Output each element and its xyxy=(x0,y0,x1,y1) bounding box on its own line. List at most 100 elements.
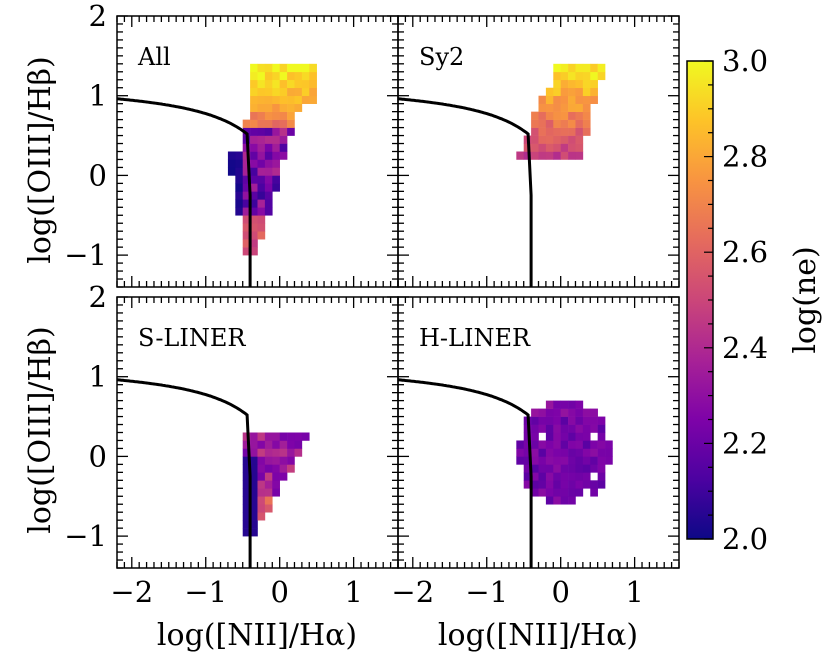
heatmap-cells xyxy=(516,63,606,160)
heatmap-cell xyxy=(257,191,266,200)
x-tick-label: −2 xyxy=(391,575,434,609)
heatmap-cell xyxy=(272,111,280,120)
heatmap-cell xyxy=(257,223,266,232)
y-tick-label: −1 xyxy=(64,519,107,553)
heatmap-cell xyxy=(272,432,280,441)
heatmap-cell xyxy=(272,143,280,152)
heatmap-cell xyxy=(287,464,295,473)
heatmap-cell xyxy=(287,63,295,73)
panel-label: H-LINER xyxy=(419,324,531,352)
y-tick-label: 0 xyxy=(89,439,107,473)
colorbar-tick-label: 2.4 xyxy=(722,331,768,365)
heatmap-cell xyxy=(301,71,310,81)
heatmap-cell xyxy=(575,135,584,144)
heatmap-cell xyxy=(553,464,561,473)
x-tick-label: −1 xyxy=(465,575,508,609)
heatmap-cell xyxy=(250,207,258,216)
heatmap-cell xyxy=(272,71,280,81)
heatmap-cell xyxy=(560,151,569,160)
heatmap-cell xyxy=(560,71,569,81)
heatmap-cell xyxy=(264,95,273,104)
heatmap-cell xyxy=(590,456,598,465)
heatmap-cell xyxy=(590,71,598,81)
panel-label: All xyxy=(137,43,171,71)
heatmap-cells xyxy=(242,432,310,537)
heatmap-cell xyxy=(264,167,273,176)
heatmap-cell xyxy=(568,472,576,481)
heatmap-cell xyxy=(287,71,295,81)
heatmap-cell xyxy=(272,175,280,184)
heatmap-cell xyxy=(538,111,547,120)
heatmap-cell xyxy=(242,520,251,529)
heatmap-cell xyxy=(523,464,532,473)
heatmap-cell xyxy=(538,480,547,489)
heatmap-cell xyxy=(553,456,561,465)
x-tick-label: −1 xyxy=(184,575,227,609)
heatmap-cell xyxy=(250,127,258,136)
heatmap-cell xyxy=(531,472,539,481)
heatmap-cell xyxy=(553,400,561,409)
heatmap-cell xyxy=(568,432,576,441)
heatmap-cell xyxy=(279,448,288,457)
colorbar-label: log(ne) xyxy=(788,246,823,353)
heatmap-cell xyxy=(257,464,266,473)
heatmap-cell xyxy=(250,432,258,441)
heatmap-cell xyxy=(553,480,561,489)
heatmap-cell xyxy=(279,119,288,128)
heatmap-cell xyxy=(523,448,532,457)
heatmap-cell xyxy=(242,223,251,232)
heatmap-cell xyxy=(250,488,258,497)
heatmap-cell xyxy=(538,135,547,144)
heatmap-cell xyxy=(538,464,547,473)
heatmap-cell xyxy=(279,127,288,136)
heatmap-cell xyxy=(257,496,266,505)
heatmap-cell xyxy=(553,143,561,152)
heatmap-cell xyxy=(264,159,273,168)
heatmap-cell xyxy=(264,504,273,513)
heatmap-cell xyxy=(235,159,244,168)
heatmap-cell xyxy=(597,63,606,73)
heatmap-cell xyxy=(301,95,310,104)
heatmap-cell xyxy=(264,456,273,465)
heatmap-cell xyxy=(250,119,258,128)
heatmap-cell xyxy=(582,416,591,425)
heatmap-cell xyxy=(250,63,258,73)
heatmap-cell xyxy=(264,448,273,457)
heatmap-cell xyxy=(545,135,554,144)
heatmap-cell xyxy=(272,448,280,457)
heatmap-cell xyxy=(242,512,251,521)
heatmap-cell xyxy=(227,151,236,160)
heatmap-cell xyxy=(545,424,554,433)
demarcation-curve xyxy=(116,378,252,568)
heatmap-cell xyxy=(575,448,584,457)
heatmap-cell xyxy=(553,63,561,73)
heatmap-cell xyxy=(553,71,561,81)
heatmap-cell xyxy=(264,143,273,152)
heatmap-cell xyxy=(575,63,584,73)
heatmap-cell xyxy=(279,432,288,441)
heatmap-cell xyxy=(264,119,273,128)
heatmap-cell xyxy=(516,456,525,465)
heatmap-cell xyxy=(257,207,266,216)
heatmap-cell xyxy=(531,480,539,489)
heatmap-cell xyxy=(257,143,266,152)
heatmap-cell xyxy=(560,424,569,433)
heatmap-cell xyxy=(250,504,258,513)
axis-ticks xyxy=(116,296,399,569)
heatmap-cell xyxy=(242,119,251,128)
heatmap-cell xyxy=(242,472,251,481)
heatmap-cell xyxy=(553,440,561,449)
heatmap-cell xyxy=(553,424,561,433)
heatmap-cell xyxy=(582,480,591,489)
heatmap-cell xyxy=(287,448,295,457)
heatmap-cell xyxy=(272,183,280,192)
heatmap-cell xyxy=(250,448,258,457)
heatmap-cell xyxy=(235,199,244,208)
heatmap-cell xyxy=(523,440,532,449)
heatmap-cell xyxy=(568,400,576,409)
heatmap-cell xyxy=(294,87,303,97)
heatmap-cell xyxy=(279,143,288,152)
heatmap-cell xyxy=(264,440,273,449)
heatmap-cell xyxy=(545,472,554,481)
heatmap-cell xyxy=(575,111,584,120)
